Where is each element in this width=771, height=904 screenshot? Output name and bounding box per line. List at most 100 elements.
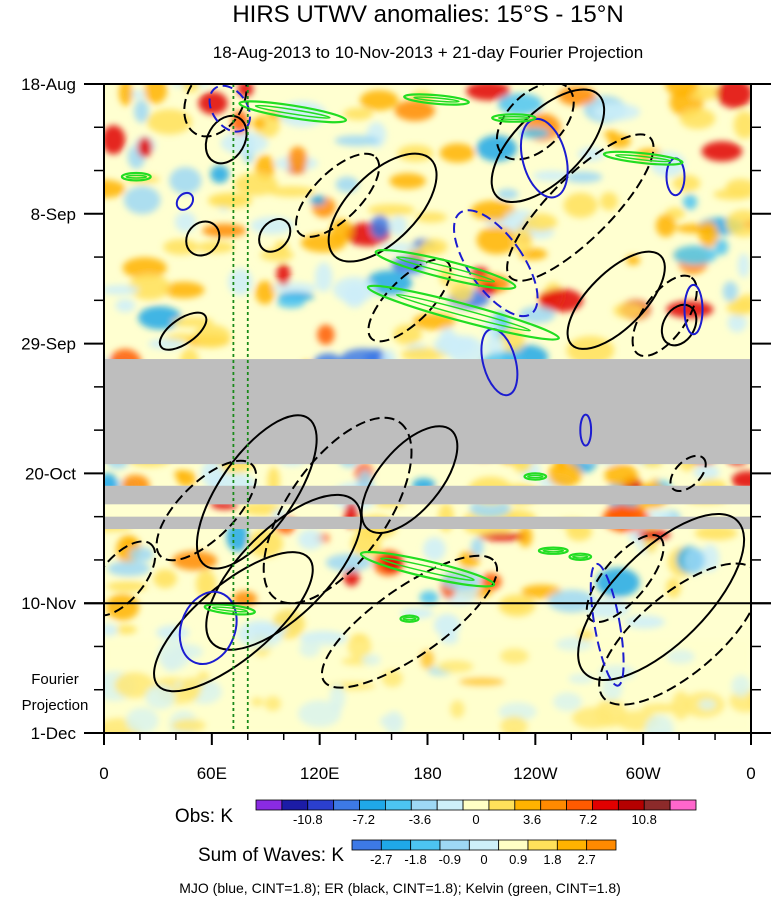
anomaly-cell [210,165,230,184]
kelvin-contour [211,606,249,613]
waves-colorbar-label: Sum of Waves: K [198,845,344,866]
anomaly-cell [297,529,324,550]
colorbar-swatch [281,799,309,811]
anomaly-cell [163,239,199,255]
anomaly-cell [333,276,376,303]
anomaly-cell [600,192,618,211]
plot-area [104,84,751,733]
anomaly-cell [228,268,253,296]
kelvin-contour [395,293,531,332]
x-tick-label: 0 [746,764,755,783]
anomaly-cell [250,216,294,235]
x-tick-label: 0 [99,764,108,783]
anomaly-cell [420,238,448,255]
kelvin-contour [254,104,331,119]
anomaly-cell [701,141,743,162]
anomaly-cell [343,567,360,587]
colorbar-tick-label: 10.8 [632,812,657,827]
anomaly-cell [519,128,550,139]
colorbar-swatch [643,799,671,811]
anomaly-cell [673,245,717,265]
colorbar-swatch [566,799,593,811]
anomaly-cell [726,299,751,316]
anomaly-cell [115,299,136,313]
colorbar-swatch [527,839,558,851]
anomaly-cell [310,195,326,206]
anomaly-cell [498,594,536,617]
kelvin-contour [497,115,530,120]
er-contour [155,459,258,562]
er-contour [295,152,381,238]
er-contour [360,425,459,534]
kelvin-contour [380,557,475,581]
anomaly-cell [134,99,149,123]
anomaly-cell [288,146,308,173]
kelvin-contour [120,171,152,182]
colorbar-swatch [669,799,697,811]
y-tick-label: 1-Dec [31,724,77,743]
x-tick-label: 120E [300,764,340,783]
anomaly-cell [672,174,701,192]
anomaly-cell [129,547,154,562]
axes: 18-Aug 8-Sep 29-Sep 20-Oct 10-Nov 1-Dec 0 60E 12… [21,75,771,783]
anomaly-cell [714,238,729,256]
kelvin-contour [491,113,537,123]
er-contour [104,540,157,617]
anomaly-cell [104,623,119,637]
anomaly-cell [367,204,415,216]
anomaly-cell [519,306,556,324]
anomaly-cell [518,525,533,548]
colorbar-swatch [255,799,283,811]
anomaly-cell [655,214,676,237]
anomaly-cell [128,273,170,300]
colorbar-swatch [385,799,412,811]
anomaly-cell [198,91,228,115]
er-contour [566,250,666,350]
anomaly-cell [226,522,249,552]
anomaly-cell [449,280,474,303]
anomaly-cell [539,288,584,312]
anomaly-cell [123,186,161,215]
anomaly-cell [276,263,291,286]
anomaly-cell [144,84,168,104]
anomaly-cell [137,137,153,158]
anomaly-cell [415,211,448,223]
anomaly-cell [524,213,558,232]
anomaly-cell [325,553,372,572]
anomaly-cell [433,334,475,356]
anomaly-cell [210,194,248,206]
anomaly-cell [733,111,751,139]
kelvin-contour [523,472,548,481]
anomaly-cell [700,544,720,572]
obs-colorbar-label: Obs: K [175,806,233,827]
er-contour [669,454,707,493]
kelvin-contour [602,150,684,166]
anomaly-cell [478,532,525,541]
er-contour [185,220,221,257]
x-tick-label: 60W [626,764,661,783]
mjo-contour [208,84,252,133]
kelvin-contour [238,100,348,124]
er-contour [320,554,499,689]
colorbar-swatch [540,799,567,811]
er-contour [204,114,248,165]
anomaly-cell [138,306,182,330]
anomaly-cell [470,200,516,221]
anomaly-cell [146,109,192,135]
missing-data-band [104,485,751,505]
colorbar-swatch [333,799,360,811]
kelvin-contour [359,550,496,588]
y-tick-label: 10-Nov [21,594,76,613]
anomaly-cell [148,338,186,350]
kelvin-contour [374,248,517,290]
footnote: MJO (blue, CINT=1.8); ER (black, CINT=1.… [179,880,621,896]
x-tick-label: 180 [413,764,441,783]
anomaly-cell [713,188,751,200]
anomaly-cell [163,281,205,299]
anomaly-cell [343,107,374,121]
kelvin-contour [399,614,420,623]
anomaly-cell [334,135,380,147]
anomaly-cell [441,570,482,591]
y-tick-label: 20-Oct [25,464,76,483]
anomaly-cell [104,125,126,155]
